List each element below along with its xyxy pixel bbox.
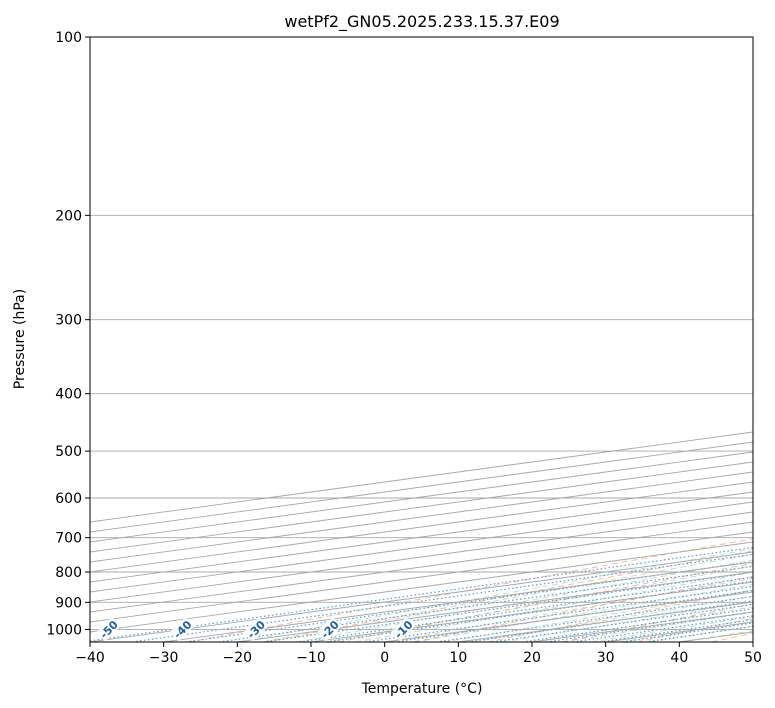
mixing-ratio-line [365,585,753,642]
isotherm-line [90,511,753,603]
isotherm-line [90,471,753,563]
y-tick-label: 900 [55,595,82,611]
isotherm-line [90,481,753,573]
x-tick-label: 40 [670,650,688,666]
y-tick-label: 700 [55,531,82,547]
x-tick-label: 20 [523,650,541,666]
x-axis-label: Temperature (°C) [361,681,483,697]
x-tick-label: 10 [449,650,467,666]
x-tick-label: −30 [149,650,179,666]
mixing-ratio-line [299,576,753,642]
dry-adiabat-label-bg [390,616,416,642]
y-tick-label: 100 [55,30,82,46]
y-tick-label: 800 [55,565,82,581]
dry-adiabat-label-bg [317,616,342,642]
x-tick-label: 30 [597,650,615,666]
dry-adiabat-label-bg [96,616,121,642]
isotherm-line [90,461,753,553]
x-tick-label: 50 [744,650,762,666]
dry-adiabat-label-bg [169,616,195,642]
isotherm-line [90,531,753,623]
isotherm-line [90,521,753,613]
x-tick-label: −40 [75,650,105,666]
isotherm-line [90,491,753,583]
y-tick-label: 200 [55,208,82,224]
y-tick-label: 500 [55,444,82,460]
y-tick-label: 600 [55,491,82,507]
moist-adiabat-line [325,565,753,642]
y-tick-label: 1000 [46,622,82,638]
y-tick-label: 400 [55,387,82,403]
y-tick-label: 300 [55,313,82,329]
chart-title: wetPf2_GN05.2025.233.15.37.E09 [284,12,559,32]
isotherm-line [90,451,753,543]
x-tick-label: 0 [380,650,389,666]
isotherm-line [90,501,753,593]
x-tick-label: −10 [296,650,326,666]
x-tick-label: −20 [223,650,253,666]
y-axis-label: Pressure (hPa) [12,289,28,389]
moist-adiabat-line [355,571,753,642]
mixing-ratio-line [326,580,753,642]
dry-adiabat-label-bg [243,616,269,642]
plot-frame [89,36,754,643]
